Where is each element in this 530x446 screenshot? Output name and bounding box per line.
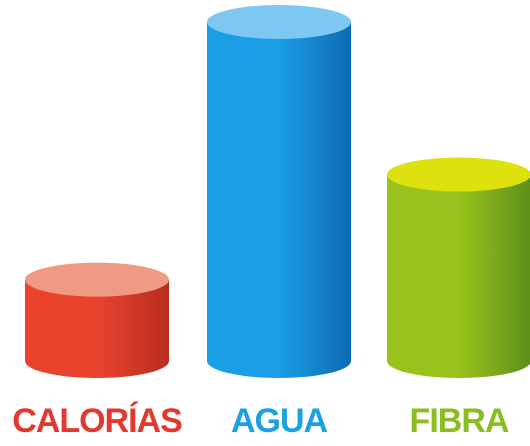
bars-group [25,5,530,378]
category-label-agua: AGUA [231,402,328,440]
bar-top-fibra [387,157,530,192]
bar-calorias [25,262,169,378]
category-label-calorias: CALORÍAS [12,402,182,440]
bar-agua [207,5,351,378]
bar-body-calorias [25,279,169,378]
bar-top-calorias [25,262,169,297]
bar-body-agua [207,22,351,378]
category-labels: CALORÍAS AGUA FIBRA [12,402,510,440]
bar-fibra [387,157,530,378]
bar-body-fibra [387,174,530,378]
bar-top-agua [207,5,351,39]
category-label-fibra: FIBRA [410,402,509,440]
